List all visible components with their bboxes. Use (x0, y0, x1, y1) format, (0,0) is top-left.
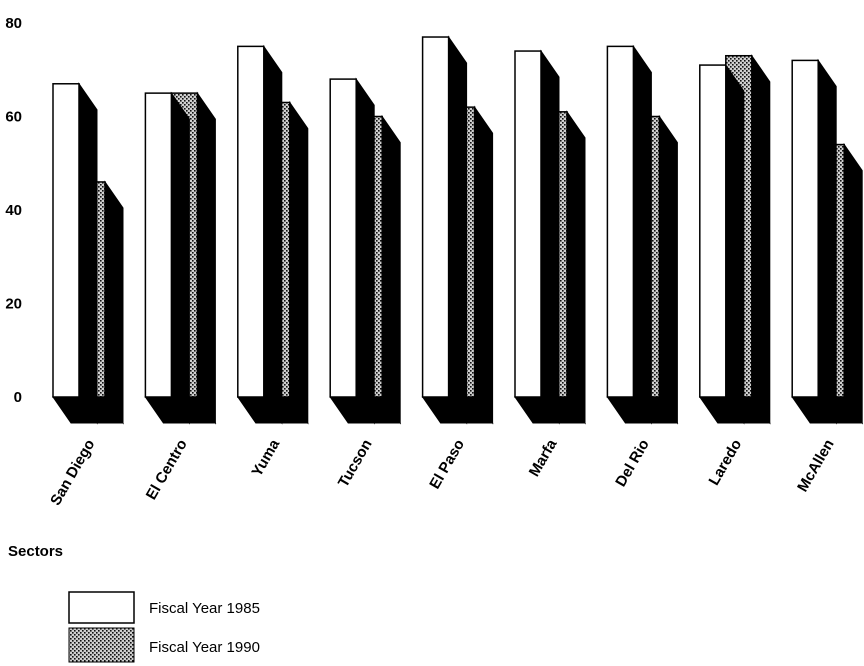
bar-1985-el-centro-side (170, 91, 190, 425)
bar-1990-laredo-side (751, 54, 771, 425)
bar-1985-yuma-front (237, 45, 265, 398)
bar-1985-del-rio-side (632, 44, 652, 425)
x-tick-label-laredo: Laredo (706, 437, 746, 489)
bar-1990-san-diego-side (104, 180, 124, 425)
bars (52, 35, 864, 425)
bar-1985-laredo-front (699, 64, 727, 398)
bar-1985-san-diego (52, 82, 98, 425)
x-axis-labels: San Diego El Centro Yuma Tucson El Paso Marfa… (47, 436, 838, 509)
x-tick-label-el-centro: El Centro (143, 437, 191, 503)
bar-1990-del-rio-side (658, 114, 678, 425)
legend-swatch-1990 (68, 627, 135, 663)
bar-1985-san-diego-front (52, 83, 80, 398)
x-tick-label-mcallen: McAllen (794, 437, 837, 495)
bar-1990-marfa-side (566, 110, 586, 425)
bar-1985-yuma (237, 44, 283, 425)
bar-1985-marfa (514, 49, 560, 425)
legend-swatch-1985 (68, 591, 135, 624)
legend-label-1990: Fiscal Year 1990 (149, 639, 260, 656)
bar-1985-yuma-side (263, 44, 283, 425)
legend-label-1985: Fiscal Year 1985 (149, 600, 260, 617)
bar-1985-el-paso-side (448, 35, 468, 425)
bar-1985-marfa-front (514, 50, 542, 398)
y-tick-label: 60 (5, 109, 22, 126)
y-tick-label: 80 (5, 15, 22, 32)
bar-1985-el-paso (421, 35, 468, 425)
bar-1985-laredo-side (725, 63, 745, 425)
bar-1985-el-centro (144, 91, 190, 425)
bar-1990-mcallen-side (843, 142, 863, 425)
y-tick-label: 40 (5, 202, 22, 219)
y-axis: 0 20 40 60 80 (5, 15, 22, 406)
bar-1990-el-paso-side (474, 105, 494, 425)
legend: Fiscal Year 1985 Fiscal Year 1990 (68, 591, 260, 663)
legend-item-1990: Fiscal Year 1990 (68, 627, 260, 663)
bar-1985-tucson (329, 77, 375, 425)
bar-1985-mcallen (791, 58, 837, 425)
bar-1985-el-centro-front (144, 92, 173, 398)
bar-1985-tucson-front (329, 78, 357, 398)
x-axis-title: Sectors (8, 543, 63, 560)
bar-1990-el-centro-side (196, 91, 216, 425)
bar-1985-el-paso-front (421, 36, 450, 398)
y-tick-label: 0 (14, 389, 22, 406)
bar-1985-del-rio (606, 44, 652, 425)
x-tick-label-tucson: Tucson (335, 437, 376, 491)
x-tick-label-del-rio: Del Rio (612, 437, 653, 490)
bar-1990-yuma-side (289, 100, 309, 425)
bar-1985-san-diego-side (78, 82, 98, 425)
bar-1985-laredo (699, 63, 745, 425)
legend-item-1985: Fiscal Year 1985 (68, 591, 260, 624)
bar-1985-mcallen-side (817, 58, 837, 425)
bar-1985-mcallen-front (791, 59, 819, 398)
bar-1985-tucson-side (355, 77, 375, 425)
bar-1985-del-rio-front (606, 45, 635, 398)
x-tick-label-marfa: Marfa (526, 436, 561, 480)
bar-1985-marfa-side (540, 49, 560, 425)
bar-1990-tucson-side (381, 114, 401, 425)
x-tick-label-san-diego: San Diego (47, 437, 98, 509)
x-tick-label-yuma: Yuma (249, 436, 284, 480)
x-tick-label-el-paso: El Paso (426, 436, 468, 491)
y-tick-label: 20 (5, 296, 22, 313)
